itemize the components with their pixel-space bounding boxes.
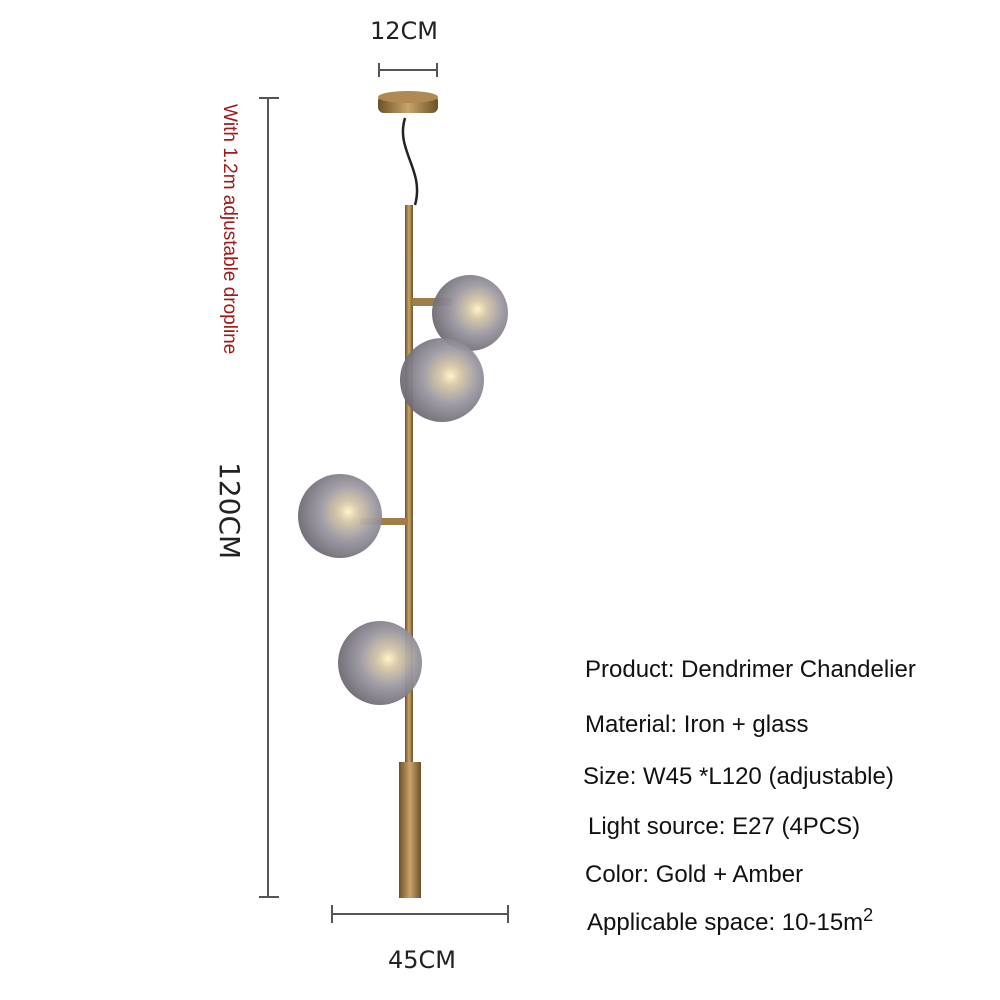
spec-label: Applicable space: — [587, 909, 776, 936]
globe-3 — [298, 474, 408, 558]
spec-material: Material: Iron + glass — [585, 711, 808, 739]
spec-product: Product: Dendrimer Chandelier — [585, 656, 916, 684]
spec-value: E27 (4PCS) — [732, 813, 861, 840]
spec-applicable-space: Applicable space: 10-15m2 — [587, 905, 873, 937]
spec-value: Iron + glass — [683, 711, 809, 738]
height-dimension-line — [259, 97, 279, 898]
bottom-width-label: 45CM — [388, 946, 457, 974]
spec-light-source: Light source: E27 (4PCS) — [588, 813, 860, 841]
main-rod — [405, 205, 413, 765]
spec-label: Product: — [585, 656, 675, 683]
bottom-cylinder — [399, 762, 421, 898]
spec-size: Size: W45 *L120 (adjustable) — [583, 763, 894, 791]
globe-1 — [412, 275, 508, 351]
spec-superscript: 2 — [863, 905, 874, 925]
spec-label: Light source: — [588, 813, 726, 840]
spec-color: Color: Gold + Amber — [585, 861, 803, 889]
top-width-dimension-line — [378, 63, 438, 77]
spec-value: 10-15m — [781, 909, 864, 936]
spec-value: Gold + Amber — [655, 861, 804, 888]
spec-label: Color: — [585, 861, 650, 888]
dropline-note: With 1.2m adjustable dropline — [219, 104, 240, 355]
spec-label: Material: — [585, 711, 678, 738]
top-width-label: 12CM — [370, 17, 439, 45]
spec-label: Size: — [583, 763, 637, 790]
ceiling-canopy — [378, 91, 438, 113]
globe-4 — [338, 621, 422, 705]
spec-value: Dendrimer Chandelier — [681, 656, 916, 683]
power-cord — [401, 117, 419, 206]
height-label: 120CM — [213, 462, 246, 560]
bottom-width-dimension-line — [331, 905, 509, 923]
globe-2 — [400, 338, 484, 422]
spec-value: W45 *L120 (adjustable) — [643, 763, 894, 790]
